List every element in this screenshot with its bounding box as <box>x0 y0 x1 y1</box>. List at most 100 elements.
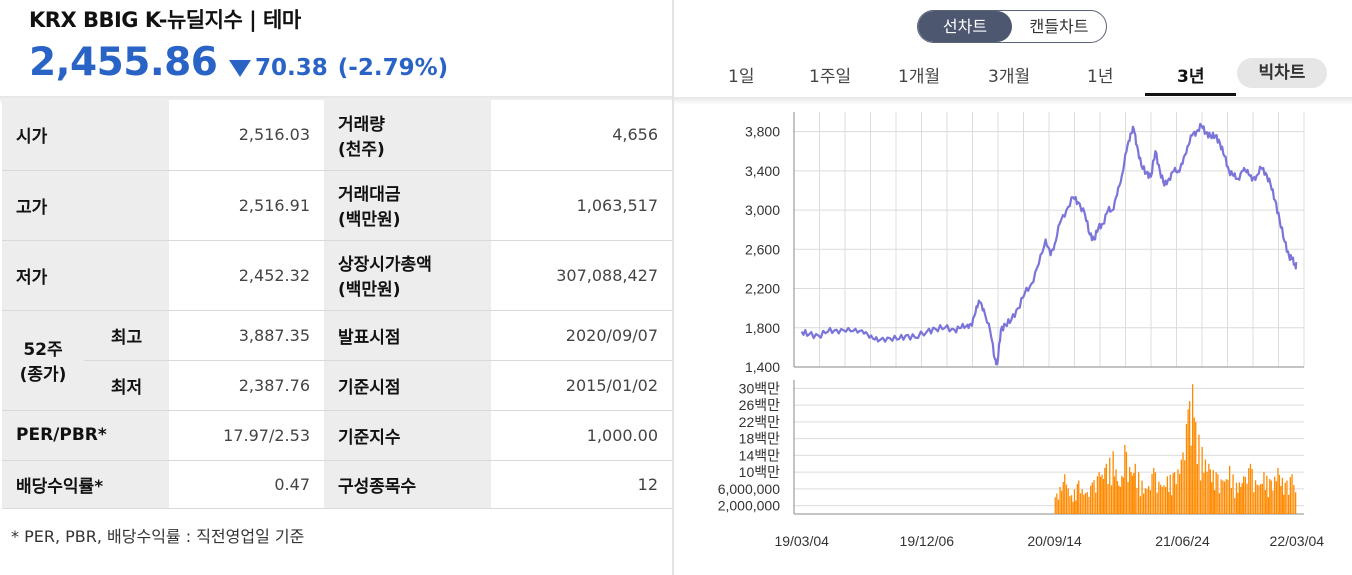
chart-type-toggle: 선차트 캔들차트 <box>917 10 1107 43</box>
y-tick-label: 30백만 <box>739 380 780 396</box>
volume-bar <box>1088 496 1090 514</box>
tab-1week[interactable]: 1주일 <box>809 67 852 87</box>
volume-bar <box>1124 444 1126 514</box>
volume-bar <box>1185 424 1188 514</box>
volume-bar <box>1227 479 1229 514</box>
volume-bar <box>1263 472 1265 514</box>
volume-bar <box>1064 474 1066 514</box>
table-row: 배당수익률* 0.47 구성종목수 12 <box>2 460 672 509</box>
market-cap-value: 307,088,427 <box>491 240 672 311</box>
tab-3year[interactable]: 3년 <box>1177 67 1205 87</box>
volume-bar <box>1067 488 1069 514</box>
volume-bar <box>1163 485 1165 514</box>
volume-bars <box>1054 384 1297 515</box>
volume-bar <box>1115 469 1117 514</box>
week52-high-label: 최고 <box>84 310 169 361</box>
dividend-value: 0.47 <box>169 460 324 509</box>
volume-bar <box>1261 483 1263 514</box>
volume-bar <box>1232 474 1234 514</box>
volume-bar <box>1072 501 1074 514</box>
volume-bar <box>1156 492 1158 514</box>
volume-bar <box>1289 477 1291 514</box>
volume-bar <box>1062 482 1064 514</box>
volume-bar <box>1069 496 1071 514</box>
week52-low-label: 최저 <box>84 360 169 411</box>
volume-bar <box>1081 489 1083 514</box>
volume-bar <box>1110 485 1113 514</box>
volume-bar <box>1248 468 1250 514</box>
volume-bar <box>1243 476 1245 514</box>
volume-bar <box>1101 474 1103 514</box>
volume-bar <box>1153 467 1155 514</box>
volume-bar <box>1222 480 1224 514</box>
y-tick-label: 1,800 <box>745 320 780 336</box>
volume-bar <box>1201 447 1203 514</box>
high-value: 2,516.91 <box>169 170 324 241</box>
y-tick-label: 2,000,000 <box>718 498 780 514</box>
volume-bar <box>1179 473 1181 514</box>
volume-bar <box>1192 384 1194 514</box>
dividend-label: 배당수익률* <box>2 460 169 509</box>
volume-bar <box>1070 495 1073 514</box>
volume-bar <box>1105 463 1107 515</box>
volume-bar <box>1118 485 1120 514</box>
volume-bar <box>1280 486 1282 514</box>
volume-bar <box>1238 482 1240 514</box>
volume-bar <box>1166 476 1168 514</box>
volume-bar <box>1189 401 1191 514</box>
volume-bar <box>1258 485 1260 514</box>
y-tick-label: 10백만 <box>739 464 780 480</box>
volume-bar <box>1139 496 1141 514</box>
tab-3month[interactable]: 3개월 <box>988 67 1031 87</box>
volume-bar <box>1277 467 1279 514</box>
volume-bar <box>1129 467 1131 514</box>
volume-bar <box>1065 484 1068 514</box>
tab-1year[interactable]: 1년 <box>1087 67 1114 87</box>
volume-bar <box>1054 497 1056 515</box>
index-chart: 1,400 1,800 2,200 2,600 3,000 3,400 3,800 30백만… <box>718 112 1324 549</box>
line-chart-button[interactable]: 선차트 <box>918 11 1012 42</box>
active-tab-underline <box>1145 93 1236 96</box>
chart-grid <box>793 112 1305 368</box>
week52-high-value: 3,887.35 <box>169 310 324 361</box>
table-row: 시가 2,516.03 거래량 (천주) 4,656 <box>2 100 672 171</box>
components-label: 구성종목수 <box>324 460 491 509</box>
candle-chart-button[interactable]: 캔들차트 <box>1029 17 1089 36</box>
volume-bar <box>1180 459 1182 514</box>
volume-bar <box>1269 479 1271 514</box>
per-pbr-value: 17.97/2.53 <box>169 410 324 461</box>
tab-1day[interactable]: 1일 <box>728 67 755 87</box>
volume-label: 거래량 (천주) <box>324 100 491 171</box>
volume-bar <box>1190 445 1192 514</box>
volume-bar <box>1272 490 1274 514</box>
volume-bar <box>1148 486 1150 514</box>
volume-bar <box>1295 492 1297 514</box>
panel-divider <box>672 0 674 575</box>
volume-bar <box>1091 482 1093 514</box>
price-line <box>800 122 1298 366</box>
volume-bar <box>1125 451 1128 514</box>
table-row: 고가 2,516.91 거래대금 (백만원) 1,063,517 <box>2 170 672 241</box>
tab-1month[interactable]: 1개월 <box>898 67 941 87</box>
volume-bar <box>1127 482 1129 514</box>
big-chart-button[interactable]: 빅차트 <box>1237 58 1327 88</box>
volume-bar <box>1199 480 1202 514</box>
volume-bar <box>1109 457 1111 514</box>
volume-bar <box>1229 465 1231 514</box>
volume-bar <box>1149 490 1151 514</box>
y-tick-label: 22백만 <box>739 414 780 430</box>
volume-bar <box>1098 472 1100 514</box>
volume-axis: 30백만26백만22백만18백만14백만10백만6,000,0002,000,0… <box>718 380 780 513</box>
volume-bar <box>1270 480 1272 514</box>
high-label: 고가 <box>2 170 169 241</box>
volume-bar <box>1215 472 1217 514</box>
volume-bar <box>1151 474 1153 514</box>
volume-bar <box>1059 486 1061 514</box>
volume-bar <box>1203 472 1205 514</box>
y-tick-label: 26백만 <box>739 397 780 413</box>
volume-bar <box>1079 493 1082 514</box>
index-title: KRX BBIG K-뉴딜지수 | 테마 <box>29 8 301 32</box>
volume-bar <box>1175 484 1177 514</box>
volume-bar <box>1138 472 1140 514</box>
volume-bar <box>1291 474 1293 514</box>
